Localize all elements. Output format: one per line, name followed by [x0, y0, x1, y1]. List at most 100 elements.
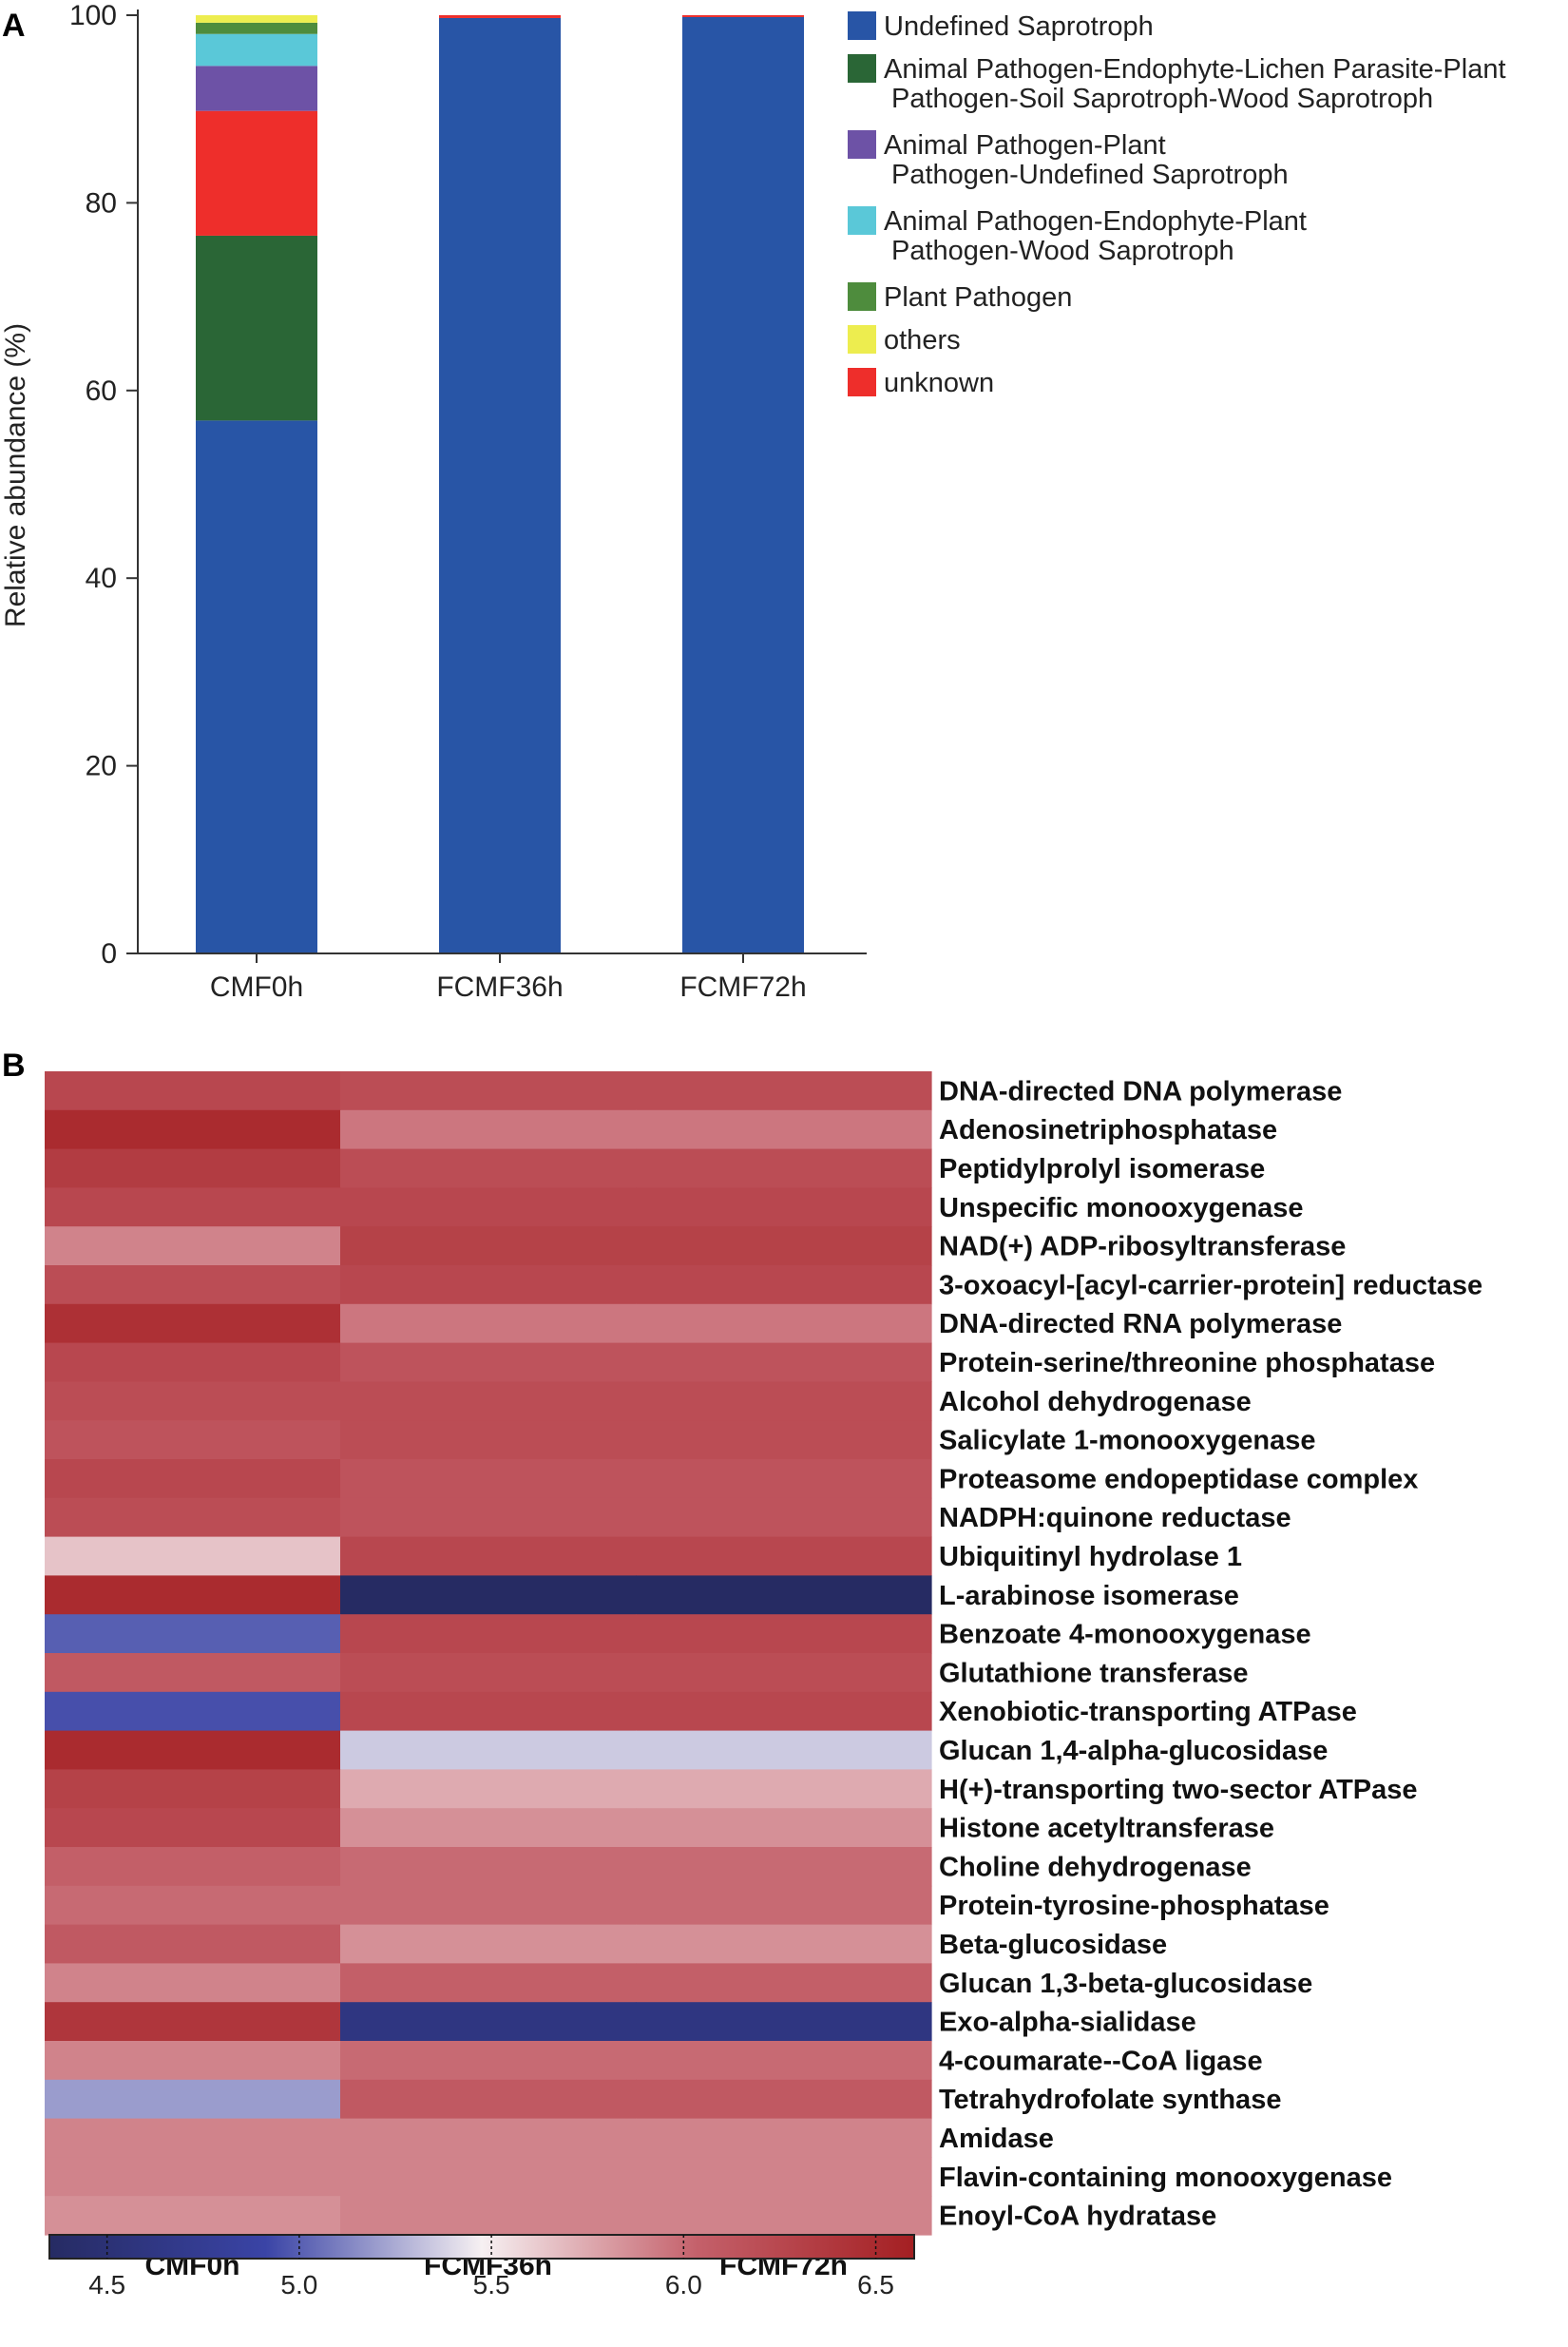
legend-label: Animal Pathogen-Endophyte-Lichen Parasit… — [884, 54, 1506, 85]
heatmap-row-label: Enoyl-CoA hydratase — [939, 2202, 1216, 2232]
heatmap-row-label: Tetrahydrofolate synthase — [939, 2085, 1281, 2115]
legend-label: unknown — [884, 368, 994, 398]
heatmap-cell-FCMF36h — [340, 1886, 637, 1925]
heatmap-cell-CMF0h — [45, 1731, 341, 1770]
heatmap-cell-FCMF72h — [636, 1149, 932, 1188]
legend-label: Pathogen-Soil Saprotroph-Wood Saprotroph — [891, 84, 1433, 114]
legend-swatch — [848, 325, 876, 354]
heatmap-cell-FCMF72h — [636, 1187, 932, 1226]
heatmap-cell-FCMF36h — [340, 1265, 637, 1304]
heatmap-cell-FCMF36h — [340, 1653, 637, 1692]
heatmap-cell-CMF0h — [45, 1149, 341, 1188]
bar-segment-CMF0h-animal-pathogen-endophyte-plant-pathogen-wood-saprotroph — [196, 34, 317, 67]
heatmap-cell-FCMF36h — [340, 1304, 637, 1343]
heatmap-row-label: Benzoate 4-monooxygenase — [939, 1620, 1311, 1650]
y-axis-ticks: 020406080100 — [69, 0, 138, 970]
heatmap-cell-FCMF36h — [340, 2119, 637, 2158]
heatmap-cell-CMF0h — [45, 2196, 341, 2235]
heatmap-row-label: Glucan 1,3-beta-glucosidase — [939, 1969, 1312, 1999]
heatmap-cell-CMF0h — [45, 2157, 341, 2196]
legend: Undefined Saprotroph Animal Pathogen-Endo… — [848, 11, 1506, 398]
heatmap-cell-FCMF72h — [636, 1963, 932, 2002]
heatmap-row-label: Alcohol dehydrogenase — [939, 1387, 1252, 1417]
heatmap-cell-FCMF36h — [340, 1498, 637, 1537]
panel-b-letter: B — [2, 1048, 26, 1084]
heatmap-cell-FCMF72h — [636, 1614, 932, 1653]
heatmap-cell-FCMF36h — [340, 2002, 637, 2041]
heatmap-row-label: Glucan 1,4-alpha-glucosidase — [939, 1736, 1328, 1766]
heatmap-cell-FCMF36h — [340, 1343, 637, 1382]
heatmap-cell-FCMF36h — [340, 1575, 637, 1614]
heatmap-cell-CMF0h — [45, 1343, 341, 1382]
heatmap-cell-FCMF72h — [636, 1226, 932, 1265]
heatmap-cell-FCMF36h — [340, 2041, 637, 2080]
legend-label: Pathogen-Undefined Saprotroph — [891, 160, 1289, 190]
heatmap-cell-FCMF36h — [340, 1847, 637, 1886]
heatmap-cells — [45, 1071, 932, 2236]
heatmap-cell-CMF0h — [45, 1925, 341, 1964]
bar-segment-FCMF36h-unknown — [439, 15, 561, 18]
heatmap-cell-FCMF72h — [636, 1381, 932, 1420]
legend-label: Animal Pathogen-Plant — [884, 130, 1166, 161]
heatmap-cell-FCMF72h — [636, 1731, 932, 1770]
heatmap-cell-CMF0h — [45, 1769, 341, 1808]
heatmap-cell-FCMF36h — [340, 1149, 637, 1188]
bar-segment-CMF0h-unknown — [196, 111, 317, 236]
heatmap-cell-CMF0h — [45, 1304, 341, 1343]
heatmap-cell-FCMF72h — [636, 1653, 932, 1692]
colorbar-tick-label: 6.0 — [665, 2270, 702, 2299]
heatmap-cell-FCMF72h — [636, 1071, 932, 1110]
heatmap-cell-FCMF72h — [636, 1925, 932, 1964]
legend-swatch — [848, 130, 876, 159]
heatmap-cell-FCMF72h — [636, 1847, 932, 1886]
heatmap-cell-CMF0h — [45, 1459, 341, 1498]
heatmap-cell-CMF0h — [45, 1226, 341, 1265]
heatmap-cell-CMF0h — [45, 1692, 341, 1731]
bar-segments — [196, 15, 804, 953]
heatmap-cell-CMF0h — [45, 1886, 341, 1925]
x-tick-label: FCMF72h — [679, 972, 806, 1003]
bar-segment-CMF0h-others — [196, 15, 317, 23]
heatmap-row-label: Proteasome endopeptidase complex — [939, 1464, 1418, 1494]
heatmap-cell-FCMF72h — [636, 2119, 932, 2158]
heatmap-row-label: Beta-glucosidase — [939, 1930, 1167, 1960]
heatmap-cell-CMF0h — [45, 1071, 341, 1110]
heatmap-cell-CMF0h — [45, 1575, 341, 1614]
heatmap-cell-FCMF36h — [340, 1614, 637, 1653]
heatmap-cell-FCMF36h — [340, 1459, 637, 1498]
y-tick-label: 20 — [86, 751, 117, 782]
colorbar-tick-label: 6.5 — [857, 2270, 894, 2299]
heatmap-row-label: 4-coumarate--CoA ligase — [939, 2046, 1263, 2076]
heatmap-cell-CMF0h — [45, 1381, 341, 1420]
bar-segment-FCMF72h-undefined-saprotroph — [682, 17, 804, 953]
heatmap-cell-CMF0h — [45, 2002, 341, 2041]
panel-b-heatmap: B DNA-directed DNA polymerase Adenosinetr… — [2, 1048, 1482, 2299]
heatmap-cell-FCMF72h — [636, 1304, 932, 1343]
heatmap-row-label: DNA-directed DNA polymerase — [939, 1076, 1342, 1106]
y-tick-label: 80 — [86, 187, 117, 219]
heatmap-cell-FCMF36h — [340, 1769, 637, 1808]
heatmap-cell-CMF0h — [45, 1653, 341, 1692]
heatmap-cell-CMF0h — [45, 2119, 341, 2158]
heatmap-row-label: Histone acetyltransferase — [939, 1814, 1274, 1844]
heatmap-cell-FCMF72h — [636, 1886, 932, 1925]
heatmap-row-label: Unspecific monooxygenase — [939, 1193, 1304, 1223]
colorbar-tick-label: 5.0 — [280, 2270, 317, 2299]
heatmap-cell-CMF0h — [45, 1808, 341, 1847]
heatmap-cell-FCMF36h — [340, 1808, 637, 1847]
heatmap-cell-CMF0h — [45, 1614, 341, 1653]
heatmap-cell-FCMF72h — [636, 2196, 932, 2235]
heatmap-cell-FCMF72h — [636, 1575, 932, 1614]
heatmap-row-labels: DNA-directed DNA polymerase Adenosinetrip… — [939, 1076, 1482, 2231]
heatmap-row-label: Protein-serine/threonine phosphatase — [939, 1348, 1435, 1378]
heatmap-row-label: 3-oxoacyl-[acyl-carrier-protein] reducta… — [939, 1270, 1482, 1300]
y-axis-title: Relative abundance (%) — [0, 323, 31, 627]
legend-swatch — [848, 206, 876, 235]
heatmap-cell-FCMF36h — [340, 2080, 637, 2119]
heatmap-row-label: Amidase — [939, 2124, 1054, 2154]
legend-label: others — [884, 325, 961, 356]
y-tick-label: 100 — [69, 0, 117, 31]
figure: A Relative abundance (%) 020406080100 CM… — [0, 0, 1568, 2347]
legend-label: Undefined Saprotroph — [884, 11, 1154, 42]
x-tick-label: FCMF36h — [436, 972, 563, 1003]
